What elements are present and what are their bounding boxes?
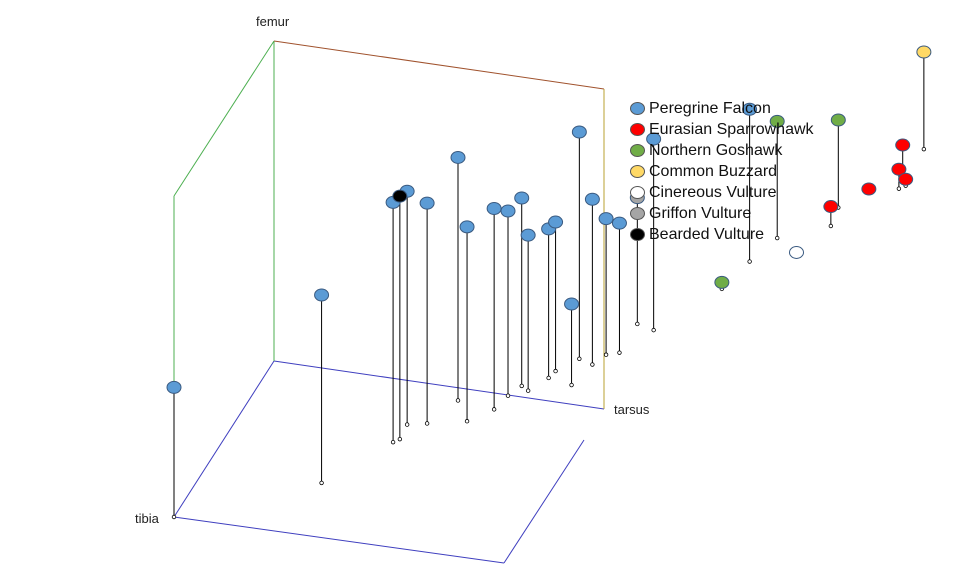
floor-marker xyxy=(519,383,524,389)
data-point xyxy=(520,228,536,242)
floor-marker xyxy=(775,235,780,241)
data-point xyxy=(500,204,516,218)
data-point xyxy=(314,288,330,302)
floor-marker xyxy=(525,388,531,393)
legend-item: Eurasian Sparrowhawk xyxy=(630,119,814,140)
legend: Peregrine Falcon Eurasian Sparrowhawk Nort… xyxy=(630,98,814,245)
floor-marker xyxy=(404,422,410,427)
data-point xyxy=(486,202,502,215)
legend-swatch xyxy=(630,165,645,178)
data-point xyxy=(584,192,600,206)
data-point xyxy=(898,172,914,186)
data-point xyxy=(166,380,182,394)
floor-marker xyxy=(319,480,324,486)
floor-edge-front xyxy=(173,516,505,564)
data-point xyxy=(895,138,911,152)
legend-item: Cinereous Vulture xyxy=(630,182,814,203)
legend-item: Peregrine Falcon xyxy=(630,98,814,119)
floor-marker xyxy=(828,223,834,229)
floor-marker xyxy=(505,393,511,398)
floor-marker xyxy=(747,259,752,264)
floor-marker xyxy=(590,362,595,367)
legend-label: Peregrine Falcon xyxy=(649,99,771,117)
legend-item: Griffon Vulture xyxy=(630,203,814,224)
data-point xyxy=(916,45,932,59)
data-point xyxy=(646,132,662,146)
floor-marker xyxy=(171,514,177,520)
legend-label: Cinereous Vulture xyxy=(649,183,777,201)
floor-marker xyxy=(397,436,403,442)
floor-marker xyxy=(921,146,927,152)
legend-swatch xyxy=(630,207,645,220)
data-point xyxy=(789,245,804,259)
floor-marker xyxy=(553,368,558,374)
legend-item: Common Buzzard xyxy=(630,161,814,182)
data-point xyxy=(830,113,846,127)
data-point xyxy=(769,114,785,128)
axis-label-x: tibia xyxy=(135,511,160,526)
data-point xyxy=(742,102,758,116)
floor-marker xyxy=(390,439,396,445)
floor-marker xyxy=(491,407,497,412)
legend-label: Common Buzzard xyxy=(649,162,778,180)
floor-marker xyxy=(455,398,461,403)
data-point xyxy=(598,212,614,226)
data-point xyxy=(392,189,408,203)
data-point xyxy=(861,182,877,196)
legend-item: Bearded Vulture xyxy=(630,224,814,245)
data-point xyxy=(823,200,839,214)
data-point xyxy=(450,150,466,164)
legend-swatch xyxy=(630,144,645,157)
data-point xyxy=(891,162,907,176)
axis-label-z: femur xyxy=(256,14,290,29)
floor-marker xyxy=(464,419,470,424)
legend-swatch xyxy=(630,123,645,136)
legend-item: Northern Goshawk xyxy=(630,140,814,161)
floor-edge-back xyxy=(273,360,605,410)
floor-marker xyxy=(424,421,430,426)
floor-marker xyxy=(617,350,622,355)
floor-marker xyxy=(577,356,582,361)
legend-swatch xyxy=(630,186,645,199)
wall-edge-top-back xyxy=(273,40,605,90)
legend-swatch xyxy=(630,228,645,241)
floor-marker xyxy=(635,321,640,327)
legend-label: Northern Goshawk xyxy=(649,141,783,159)
data-point xyxy=(611,216,627,230)
legend-label: Bearded Vulture xyxy=(649,225,765,243)
legend-label: Eurasian Sparrowhawk xyxy=(649,120,814,138)
floor-edge-left xyxy=(173,360,275,518)
data-point xyxy=(564,297,580,311)
floor-marker xyxy=(896,186,902,191)
floor-marker xyxy=(569,382,574,388)
wall-edge-top-left xyxy=(173,40,275,197)
floor-marker xyxy=(651,327,656,333)
data-point xyxy=(514,191,530,205)
data-point xyxy=(571,125,587,139)
axis-label-y: tarsus xyxy=(614,402,650,417)
floor-marker xyxy=(546,375,551,381)
legend-label: Griffon Vulture xyxy=(649,204,752,222)
data-point xyxy=(459,220,475,234)
floor-marker xyxy=(603,352,609,357)
legend-swatch xyxy=(630,102,645,115)
data-point xyxy=(714,275,730,289)
data-point xyxy=(548,215,564,229)
floor-edge-right xyxy=(503,439,585,564)
plot-box xyxy=(173,40,605,564)
data-point xyxy=(419,196,435,210)
